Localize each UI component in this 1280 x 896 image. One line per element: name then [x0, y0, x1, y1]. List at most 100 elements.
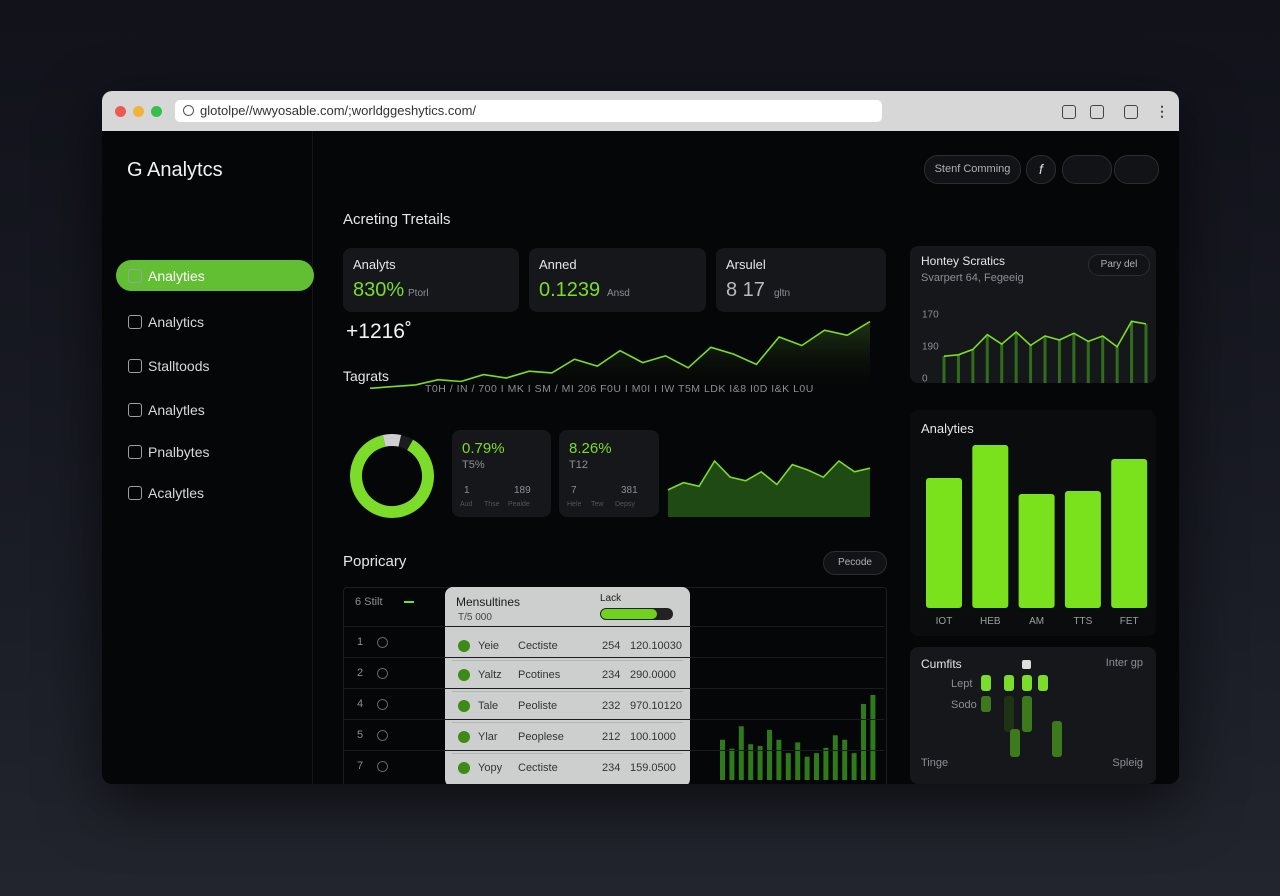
- url-text: glotolpe//wwyosable.com/;worldggeshytics…: [200, 103, 477, 118]
- popup-cell: 234: [602, 762, 621, 774]
- bar: [861, 703, 866, 780]
- popup-cell: Yopy: [478, 762, 503, 774]
- bar: [1101, 336, 1105, 383]
- address-bar[interactable]: glotolpe//wwyosable.com/;worldggeshytics…: [175, 100, 882, 122]
- bar: [804, 756, 810, 780]
- close-button[interactable]: [115, 106, 126, 117]
- table-title: Popricary: [343, 553, 407, 570]
- kpi-card: [716, 248, 886, 312]
- segment: [1004, 675, 1014, 691]
- bar: [971, 349, 975, 383]
- bar: [972, 445, 1009, 608]
- table-header: 6 Stilt: [355, 596, 383, 608]
- cumfits-card: [910, 647, 1156, 784]
- stat-number: 1: [464, 485, 470, 496]
- nav-item[interactable]: Acalytles: [148, 485, 205, 501]
- area: [370, 321, 870, 390]
- cumfits-segments: [981, 675, 1062, 757]
- segment: [1052, 721, 1062, 757]
- settings-dropdown[interactable]: [1062, 155, 1112, 184]
- popup-cell: Peoliste: [518, 700, 558, 712]
- nav-item-active[interactable]: [116, 260, 314, 291]
- popup-subtitle: T/5 000: [458, 612, 492, 623]
- row-divider: [344, 719, 884, 720]
- segment: [1022, 696, 1032, 732]
- bar: [814, 753, 819, 780]
- popup-cell: Yeie: [478, 640, 500, 652]
- bar: [767, 729, 772, 780]
- popup-cell: 970.10120: [630, 700, 682, 712]
- nav-item[interactable]: Pnalbytes: [148, 444, 210, 460]
- x-tick-label: TTS: [1073, 616, 1092, 627]
- bar: [1014, 331, 1018, 383]
- bar: [1029, 345, 1033, 383]
- maximize-button[interactable]: [151, 106, 162, 117]
- row-icon: [377, 730, 388, 741]
- nav-icon: [128, 445, 142, 459]
- hourly-dropdown[interactable]: Pary del: [1088, 254, 1150, 276]
- bar: [926, 478, 962, 608]
- sidebar-divider: [312, 131, 313, 784]
- kpi-value: 830%: [353, 279, 405, 301]
- donut-segment: [350, 434, 434, 518]
- segment: [1004, 696, 1014, 732]
- stat-value: 8.26%: [569, 440, 612, 457]
- stat-label: Depsy: [615, 501, 635, 508]
- row-number: 2: [357, 667, 364, 679]
- bar: [851, 753, 857, 780]
- nav-item[interactable]: Analytles: [148, 402, 205, 418]
- table-bar-chart: [720, 695, 876, 780]
- row-number: 1: [357, 636, 364, 648]
- nav-item[interactable]: Analyties: [148, 268, 205, 284]
- cumfits-row: Lept: [951, 678, 973, 690]
- share-icon[interactable]: [1090, 105, 1104, 119]
- menu-icon[interactable]: ⋮: [1155, 103, 1169, 119]
- bar: [1000, 344, 1004, 383]
- row-icon: [377, 761, 388, 772]
- bar: [842, 739, 848, 780]
- stat-number: 7: [571, 485, 577, 496]
- stat-label: Tew: [591, 501, 604, 508]
- bar: [942, 356, 946, 383]
- row-number: 4: [357, 698, 364, 710]
- y-label: 170: [922, 309, 939, 321]
- x-tick-label: HEB: [980, 616, 1001, 627]
- popup-cell: 100.1000: [630, 731, 676, 743]
- stat-value: 0.79%: [462, 440, 505, 457]
- trend-chart: [369, 320, 871, 390]
- cumfits-title: Cumfits: [921, 657, 962, 671]
- trend-axis-text: T0H / IN / 700 I MK I SM / MI 206 F0U I …: [425, 383, 814, 395]
- kpi-card: [529, 248, 706, 312]
- popup-cell: 290.0000: [630, 669, 676, 681]
- stat-label: Aud: [460, 501, 473, 508]
- hourly-chart: [942, 320, 1148, 383]
- stat-number: 189: [514, 485, 531, 496]
- header-icon-button[interactable]: f: [1026, 155, 1056, 184]
- header-button[interactable]: Stenf Comming: [924, 155, 1021, 184]
- slider-label: Lack: [600, 593, 622, 604]
- minimize-button[interactable]: [133, 106, 144, 117]
- analytics-bar-chart: IOT HEB AM TTS FET: [926, 445, 1148, 627]
- row-number: 7: [357, 760, 364, 772]
- delta-value: +1216˚: [346, 320, 412, 343]
- line: [369, 320, 871, 390]
- row-icon: [458, 731, 470, 743]
- popup-title: Mensultines: [456, 595, 521, 609]
- extension-icon[interactable]: [1062, 105, 1076, 119]
- table-filter-button[interactable]: Pecode: [823, 551, 887, 575]
- row-icon: [458, 762, 470, 774]
- nav-icon: [128, 486, 142, 500]
- cumfits-right-label: Inter gp: [1105, 657, 1143, 669]
- tab-icon[interactable]: [1124, 105, 1138, 119]
- nav-item[interactable]: Stalltoods: [148, 358, 210, 374]
- y-label: 0: [922, 373, 928, 385]
- bar: [757, 746, 763, 780]
- x-tick-label: IOT: [936, 616, 953, 627]
- kpi-value: 8 17: [726, 279, 765, 301]
- profile-dropdown[interactable]: [1114, 155, 1159, 184]
- nav-icon: [128, 359, 142, 373]
- stat-card: [452, 430, 551, 517]
- nav-item[interactable]: Analytics: [148, 314, 205, 330]
